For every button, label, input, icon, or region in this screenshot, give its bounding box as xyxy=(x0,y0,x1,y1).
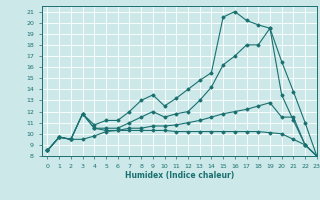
X-axis label: Humidex (Indice chaleur): Humidex (Indice chaleur) xyxy=(124,171,234,180)
